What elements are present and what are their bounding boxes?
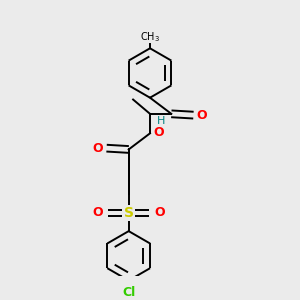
- Text: O: O: [92, 206, 103, 219]
- Text: Cl: Cl: [122, 286, 135, 299]
- Text: O: O: [196, 109, 207, 122]
- Text: O: O: [155, 206, 165, 219]
- Text: O: O: [93, 142, 104, 155]
- Text: H: H: [157, 116, 165, 126]
- Text: S: S: [124, 206, 134, 220]
- Text: CH$_3$: CH$_3$: [140, 31, 160, 44]
- Text: O: O: [153, 126, 164, 139]
